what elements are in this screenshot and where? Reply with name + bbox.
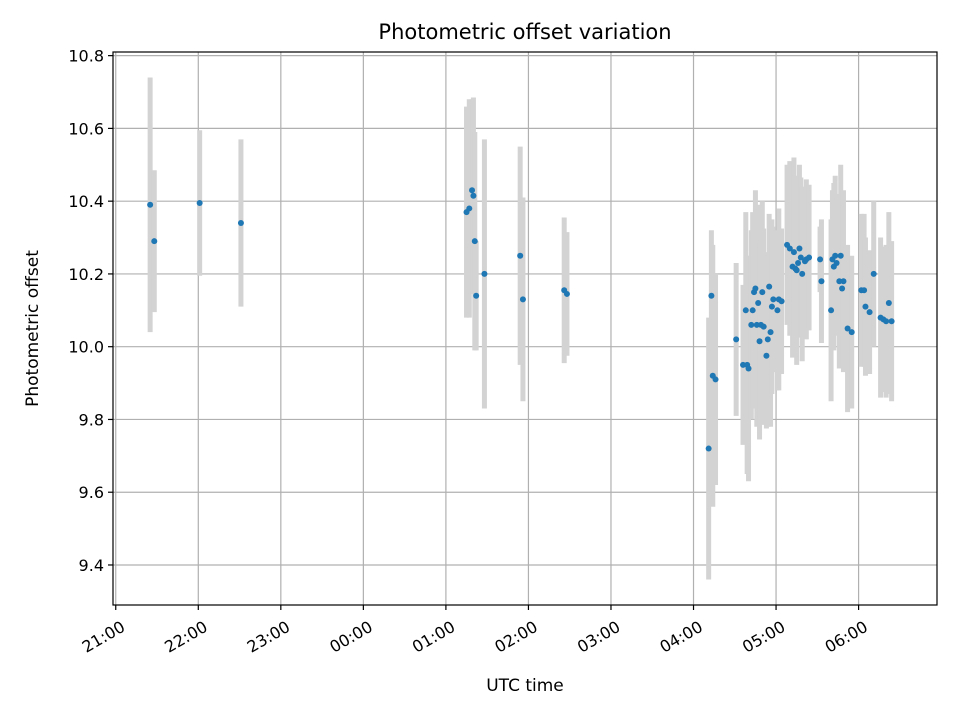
data-point [733,336,740,343]
data-point [839,285,846,292]
data-point [756,338,763,345]
data-point [883,318,890,325]
data-point [844,325,851,332]
data-point [870,270,877,277]
data-point [848,329,855,336]
y-tick-label: 9.6 [79,483,104,502]
data-point [790,249,797,256]
data-point [517,252,524,259]
data-point [473,292,480,299]
data-point [862,303,869,310]
y-tick-label: 10.4 [68,192,104,211]
data-point [519,296,526,303]
data-point [237,219,244,226]
data-point [760,323,767,330]
data-point [796,245,803,252]
data-point [764,336,771,343]
data-point [763,352,770,359]
data-point [748,321,755,328]
data-point [885,300,892,307]
data-point [767,329,774,336]
data-point [196,199,203,206]
y-tick-label: 10.6 [68,119,104,138]
y-axis-title: Photometric offset [23,250,43,407]
data-point [861,287,868,294]
data-point [799,270,806,277]
data-point [774,307,781,314]
data-point [766,283,773,290]
data-point [832,252,839,259]
data-point [470,192,477,199]
data-point [740,361,747,368]
data-point [795,260,802,267]
data-point [481,270,488,277]
data-point [712,376,719,383]
data-point [151,238,158,245]
data-point [469,187,476,194]
data-point [708,292,715,299]
y-axis-ticks: 9.4 9.6 9.8 10.0 10.2 10.4 10.6 10.8 [68,47,113,575]
data-point [833,260,840,267]
data-point [806,254,813,261]
data-point [778,298,785,305]
data-point [749,307,756,314]
data-point [745,365,752,372]
data-point [752,285,759,292]
data-point [797,254,804,261]
data-point [817,256,824,263]
data-point [563,290,570,297]
data-point [466,205,473,212]
y-tick-label: 9.8 [79,410,104,429]
y-tick-label: 10.2 [68,265,104,284]
data-point [147,201,154,208]
y-tick-label: 9.4 [79,556,104,575]
data-point [770,296,777,303]
data-point [768,303,775,310]
x-axis-title: UTC time [486,676,564,696]
data-point [759,289,766,296]
data-point [866,309,873,316]
data-points [147,187,895,452]
data-point [837,252,844,259]
plot-frame [112,51,938,606]
data-point [705,445,712,452]
data-point [755,300,762,307]
data-point [888,318,895,325]
y-tick-label: 10.0 [68,338,104,357]
data-point [793,267,800,274]
data-point [818,278,825,285]
data-point [471,238,478,245]
data-point [786,245,793,252]
data-point [836,278,843,285]
data-point [828,307,835,314]
data-point [742,307,749,314]
data-point [840,278,847,285]
y-tick-label: 10.8 [68,47,104,66]
data-point [753,321,760,328]
chart-title: Photometric offset variation [378,20,671,44]
